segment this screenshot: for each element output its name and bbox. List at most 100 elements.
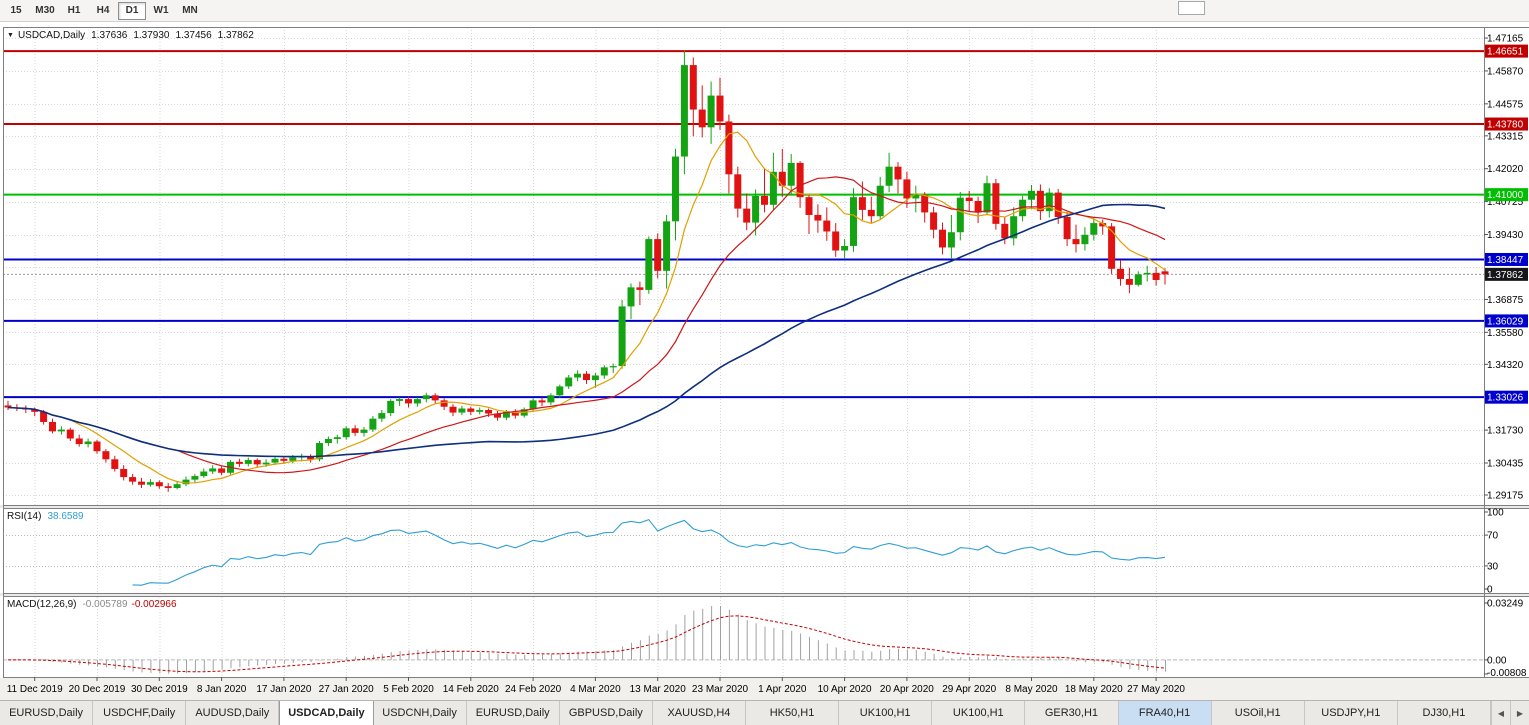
candle-body (698, 109, 706, 128)
svg-text:1.33026: 1.33026 (1487, 393, 1524, 404)
time-axis[interactable]: 11 Dec 2019 20 Dec 2019 30 Dec 2019 8 Jan 2… (7, 677, 1186, 695)
timeframe-button-w1[interactable]: W1 (153, 5, 169, 16)
tab-fra40-h1[interactable]: FRA40,H1 (1118, 701, 1212, 725)
svg-text:30 Dec 2019: 30 Dec 2019 (131, 684, 188, 695)
tab-hk50-h1[interactable]: HK50,H1 (746, 701, 840, 725)
candle-body (805, 197, 813, 215)
svg-text:0.00: 0.00 (1487, 655, 1507, 666)
candle-body (244, 460, 252, 464)
candle-body (1152, 272, 1160, 280)
chart-tabs-bar: EURUSD,Daily USDCHF,Daily AUDUSD,Daily USDC… (0, 700, 1529, 725)
tab-audusd-daily[interactable]: AUDUSD,Daily (186, 701, 280, 725)
candle-body (814, 214, 822, 221)
tab-uk100-h1[interactable]: UK100,H1 (932, 701, 1026, 725)
tab-usdcnh-daily[interactable]: USDCNH,Daily (373, 701, 467, 725)
tab-uk100-h1[interactable]: UK100,H1 (839, 701, 933, 725)
candle-body (850, 197, 857, 246)
tab-usdcad-daily[interactable]: USDCAD,Daily (279, 701, 374, 725)
candle-body (796, 162, 804, 198)
timeframe-button-m30[interactable]: M30 (35, 5, 55, 16)
candle-body (636, 287, 644, 290)
timeframe-button-d1[interactable]: D1 (118, 1, 146, 20)
svg-text:1.43780: 1.43780 (1487, 120, 1524, 131)
macd-main-value: -0.005789 (82, 599, 128, 610)
tab-scroll-left-icon[interactable]: ◀ (1491, 701, 1510, 725)
candle-body (538, 400, 546, 403)
ohlc-low: 1.37456 (175, 30, 212, 41)
timeframe-button-h4[interactable]: H4 (96, 5, 110, 16)
svg-text:1.43315: 1.43315 (1487, 131, 1524, 142)
candle-body (787, 162, 795, 186)
candle-body (360, 429, 368, 433)
candle-body (876, 185, 884, 217)
svg-text:14 Feb 2020: 14 Feb 2020 (443, 684, 500, 695)
candle-body (431, 395, 439, 401)
candle-body (903, 179, 911, 199)
candle-body (494, 413, 501, 418)
svg-text:27 May 2020: 27 May 2020 (1127, 684, 1185, 695)
candle-body (752, 195, 760, 223)
svg-text:1.30435: 1.30435 (1487, 458, 1524, 469)
candle-body (324, 438, 332, 444)
panel-separator[interactable] (0, 505, 1529, 508)
rsi-levels (3, 535, 1484, 567)
ma-fast-line (7, 131, 1166, 484)
ohlc-close: 1.37862 (217, 30, 254, 41)
candle-body (618, 306, 626, 367)
candle-body (218, 468, 226, 473)
candle-body (956, 197, 964, 233)
tab-ger30-h1[interactable]: GER30,H1 (1025, 701, 1119, 725)
candles (4, 50, 1169, 492)
candle-body (155, 482, 163, 487)
candle-body (75, 438, 83, 445)
svg-text:1.42020: 1.42020 (1487, 164, 1524, 175)
svg-text:70: 70 (1487, 531, 1499, 542)
svg-text:8 Jan 2020: 8 Jan 2020 (197, 684, 247, 695)
rsi-value: 38.6589 (47, 511, 84, 522)
candle-body (645, 239, 653, 290)
tab-gbpusd-daily[interactable]: GBPUSD,Daily (559, 701, 653, 725)
candle-body (947, 232, 955, 248)
candle-body (49, 421, 56, 432)
candle-body (1117, 268, 1124, 279)
candle-body (672, 156, 679, 222)
candle-body (1134, 274, 1142, 285)
price-badges: 1.46651 1.43780 1.41000 1.38447 1.36029 1.330… (1485, 44, 1528, 404)
candle-body (173, 484, 181, 489)
candle-body (743, 208, 751, 223)
svg-text:1.39430: 1.39430 (1487, 230, 1524, 241)
candle-body (716, 95, 724, 122)
tab-eurusd-daily[interactable]: EURUSD,Daily (0, 701, 94, 725)
ohlc-high: 1.37930 (133, 30, 170, 41)
svg-text:8 May 2020: 8 May 2020 (1005, 684, 1058, 695)
tab-eurusd-daily[interactable]: EURUSD,Daily (466, 701, 560, 725)
candle-body (1125, 278, 1133, 285)
candle-body (146, 482, 154, 485)
candle-body (556, 386, 564, 396)
price-axis[interactable]: 1.47165 1.45870 1.44575 1.43315 1.42020 1.407… (1484, 34, 1524, 502)
tab-scroll-right-icon[interactable]: ▶ (1510, 701, 1529, 725)
timeframe-button-mn[interactable]: MN (182, 5, 198, 16)
svg-text:0.03249: 0.03249 (1487, 599, 1524, 610)
ma-slow-line (7, 203, 1166, 458)
tab-usdjpy-h1[interactable]: USDJPY,H1 (1304, 701, 1398, 725)
candle-body (547, 395, 555, 403)
candle-body (992, 183, 1000, 224)
tab-usoil-h1[interactable]: USOil,H1 (1211, 701, 1305, 725)
macd-axis: 0.03249 0.00 -0.00808 (1484, 599, 1527, 679)
chart-menu-icon[interactable]: ▼ (7, 32, 14, 39)
tab-usdchf-daily[interactable]: USDCHF,Daily (93, 701, 187, 725)
panel-separator[interactable] (0, 593, 1529, 596)
candle-body (1045, 192, 1053, 212)
timeframe-button-15[interactable]: 15 (10, 5, 22, 16)
timeframe-button-h1[interactable]: H1 (67, 5, 81, 16)
tab-xauusd-h4[interactable]: XAUUSD,H4 (652, 701, 746, 725)
tab-dj30-h1[interactable]: DJ30,H1 (1397, 701, 1491, 725)
rsi-line (132, 518, 1166, 586)
candle-body (209, 468, 217, 472)
candle-body (40, 411, 48, 422)
candle-body (66, 429, 74, 439)
svg-text:1.36875: 1.36875 (1487, 295, 1524, 306)
candle-body (280, 458, 288, 461)
candle-body (627, 287, 635, 307)
